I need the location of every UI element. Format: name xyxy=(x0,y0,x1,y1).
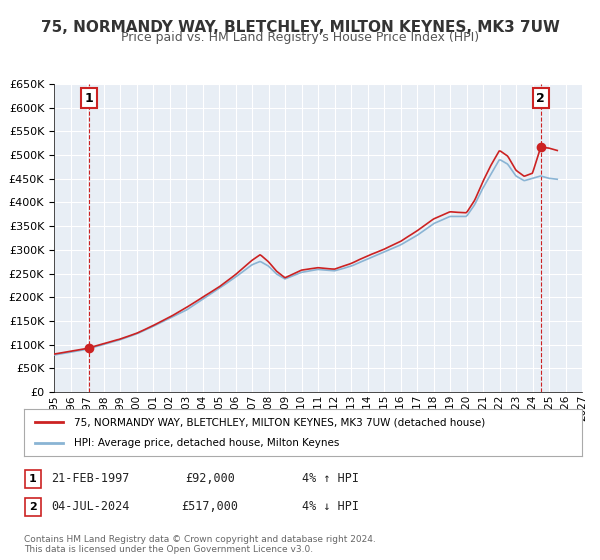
Text: 75, NORMANDY WAY, BLETCHLEY, MILTON KEYNES, MK3 7UW: 75, NORMANDY WAY, BLETCHLEY, MILTON KEYN… xyxy=(41,20,559,35)
Text: 75, NORMANDY WAY, BLETCHLEY, MILTON KEYNES, MK3 7UW (detached house): 75, NORMANDY WAY, BLETCHLEY, MILTON KEYN… xyxy=(74,417,485,427)
Text: 2: 2 xyxy=(29,502,37,512)
Text: 4% ↑ HPI: 4% ↑ HPI xyxy=(302,472,359,486)
Text: 1: 1 xyxy=(85,92,94,105)
Text: HPI: Average price, detached house, Milton Keynes: HPI: Average price, detached house, Milt… xyxy=(74,438,340,448)
Text: £517,000: £517,000 xyxy=(182,500,239,514)
Text: Price paid vs. HM Land Registry's House Price Index (HPI): Price paid vs. HM Land Registry's House … xyxy=(121,31,479,44)
Text: Contains HM Land Registry data © Crown copyright and database right 2024.
This d: Contains HM Land Registry data © Crown c… xyxy=(24,535,376,554)
Text: 21-FEB-1997: 21-FEB-1997 xyxy=(51,472,129,486)
Text: 04-JUL-2024: 04-JUL-2024 xyxy=(51,500,129,514)
Text: 4% ↓ HPI: 4% ↓ HPI xyxy=(302,500,359,514)
Text: £92,000: £92,000 xyxy=(185,472,235,486)
Text: 1: 1 xyxy=(29,474,37,484)
Text: 2: 2 xyxy=(536,92,545,105)
